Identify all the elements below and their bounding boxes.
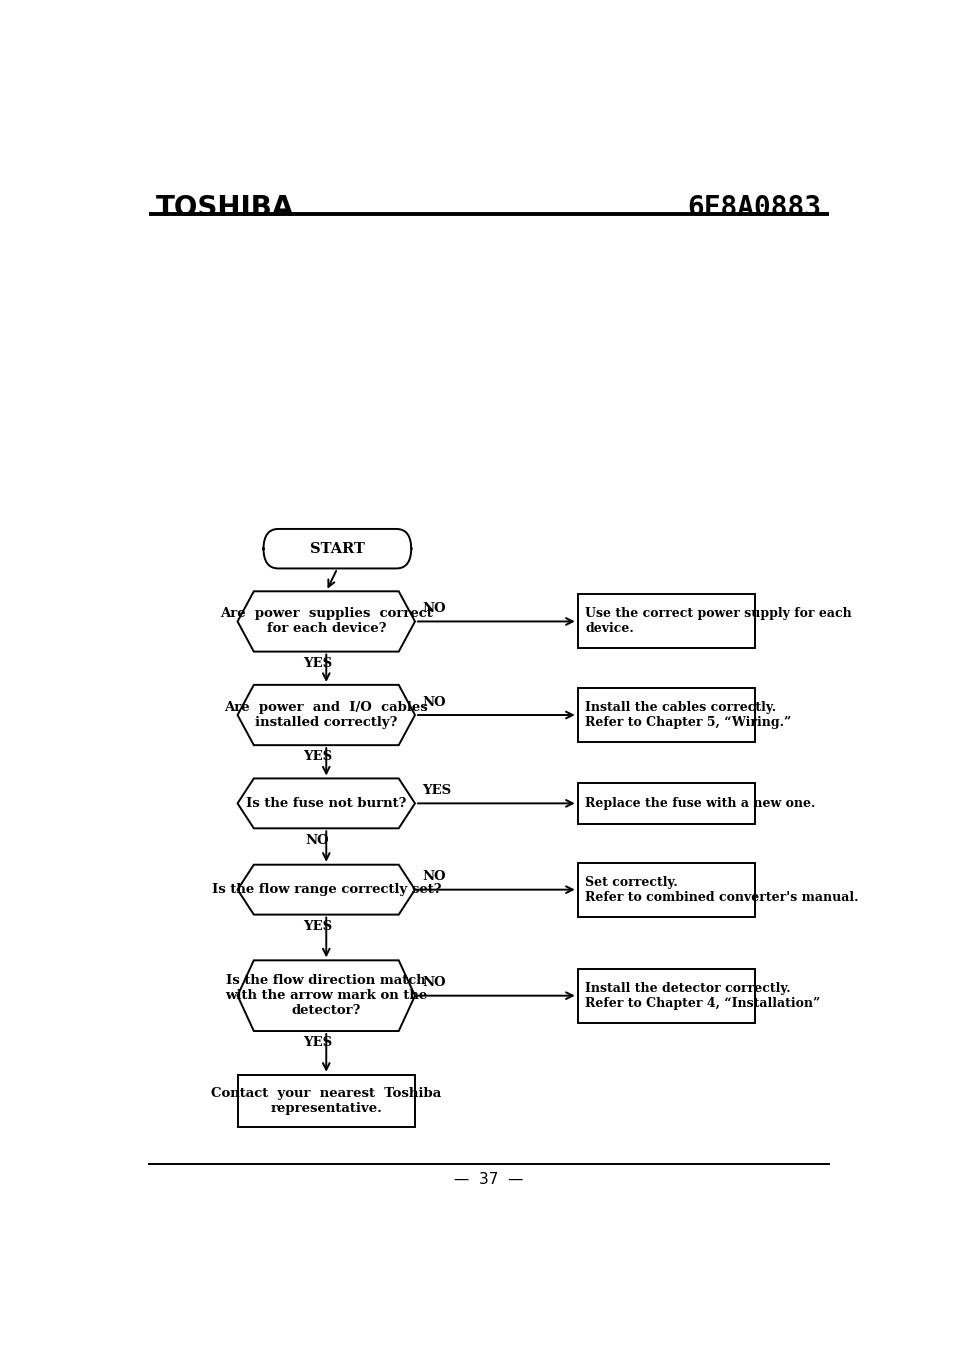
Text: Use the correct power supply for each
device.: Use the correct power supply for each de… bbox=[584, 608, 851, 636]
Text: YES: YES bbox=[302, 751, 332, 763]
Text: Contact  your  nearest  Toshiba
representative.: Contact your nearest Toshiba representat… bbox=[211, 1087, 441, 1115]
Text: Install the cables correctly.
Refer to Chapter 5, “Wiring.”: Install the cables correctly. Refer to C… bbox=[584, 701, 790, 729]
Bar bbox=[577, 594, 755, 648]
Bar bbox=[577, 969, 755, 1023]
Text: YES: YES bbox=[302, 1037, 332, 1049]
Text: Is the flow direction match
with the arrow mark on the
detector?: Is the flow direction match with the arr… bbox=[225, 975, 427, 1017]
Text: NO: NO bbox=[422, 871, 446, 883]
Bar bbox=[577, 783, 755, 824]
Text: NO: NO bbox=[422, 695, 446, 709]
Bar bbox=[237, 1075, 415, 1127]
Text: —  37  —: — 37 — bbox=[454, 1172, 523, 1188]
Text: YES: YES bbox=[302, 919, 332, 933]
Text: Are  power  and  I/O  cables
installed correctly?: Are power and I/O cables installed corre… bbox=[224, 701, 428, 729]
Text: Set correctly.
Refer to combined converter's manual.: Set correctly. Refer to combined convert… bbox=[584, 876, 858, 903]
Text: 6F8A0883: 6F8A0883 bbox=[687, 193, 821, 221]
Bar bbox=[577, 688, 755, 742]
Text: NO: NO bbox=[422, 602, 446, 616]
Text: START: START bbox=[310, 541, 364, 556]
Text: Install the detector correctly.
Refer to Chapter 4, “Installation”: Install the detector correctly. Refer to… bbox=[584, 981, 820, 1010]
Text: Is the fuse not burnt?: Is the fuse not burnt? bbox=[246, 796, 406, 810]
Text: YES: YES bbox=[422, 784, 451, 796]
Text: Replace the fuse with a new one.: Replace the fuse with a new one. bbox=[584, 796, 815, 810]
Text: TOSHIBA: TOSHIBA bbox=[156, 193, 294, 221]
Text: Is the flow range correctly set?: Is the flow range correctly set? bbox=[212, 883, 440, 896]
Bar bbox=[577, 863, 755, 917]
Text: Are  power  supplies  correct
for each device?: Are power supplies correct for each devi… bbox=[219, 608, 433, 636]
Text: YES: YES bbox=[302, 657, 332, 670]
Text: NO: NO bbox=[305, 833, 329, 846]
Text: NO: NO bbox=[422, 976, 446, 990]
